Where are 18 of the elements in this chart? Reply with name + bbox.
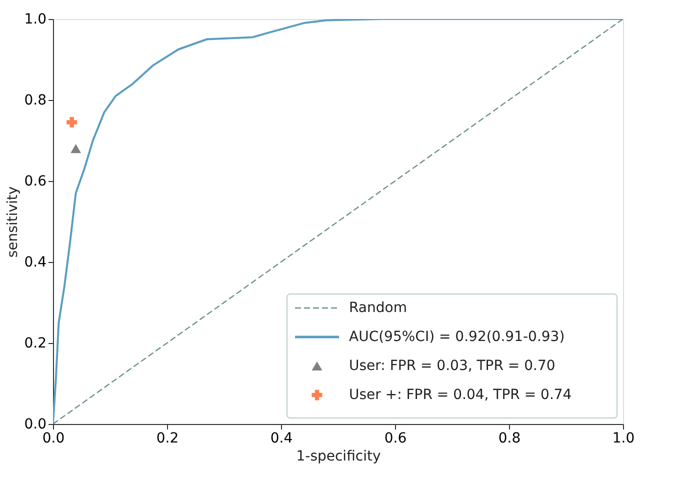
legend-label: User +: FPR = 0.04, TPR = 0.74 (349, 387, 572, 403)
y-tick-label: 1.0 (24, 12, 46, 28)
y-tick-label: 0.2 (24, 336, 46, 352)
y-axis-title: sensitivity (5, 186, 22, 258)
y-tick-label: 0.4 (24, 254, 47, 270)
x-tick-label: 0.0 (42, 430, 65, 446)
legend-label: Random (349, 300, 407, 316)
x-tick-label: 0.6 (384, 430, 407, 446)
x-tick-label: 0.4 (270, 430, 293, 446)
x-tick-label: 1.0 (612, 430, 635, 446)
x-axis-title: 1-specificity (296, 448, 381, 464)
y-tick-label: 0.8 (24, 92, 46, 108)
legend-label: User: FPR = 0.03, TPR = 0.70 (349, 358, 556, 374)
x-tick-label: 0.8 (498, 430, 521, 446)
x-tick-label: 0.2 (156, 430, 179, 446)
y-tick-label: 0.6 (24, 174, 47, 190)
y-tick-label: 0.0 (24, 416, 46, 432)
legend-label: AUC(95%CI) = 0.92(0.91-0.93) (349, 329, 565, 345)
